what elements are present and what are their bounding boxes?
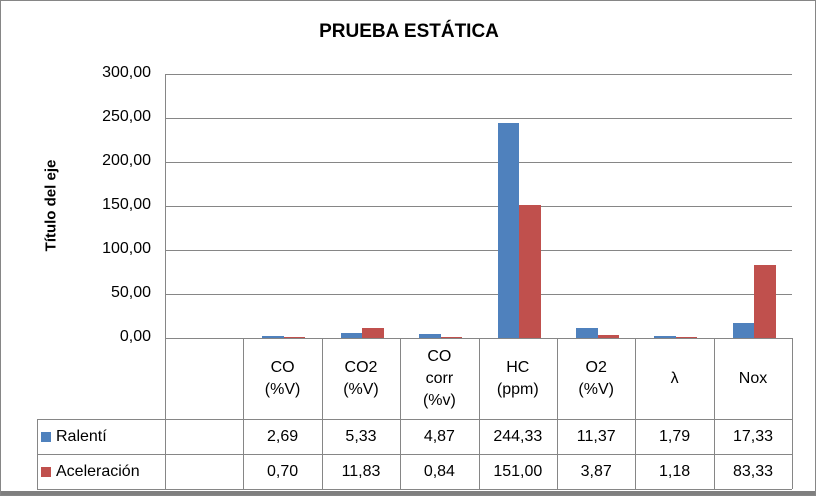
data-value: 5,33 — [345, 427, 377, 445]
chart-title: PRUEBA ESTÁTICA — [319, 21, 499, 42]
legend-entry: Aceleración — [41, 454, 140, 489]
data-value: 83,33 — [732, 462, 774, 480]
data-value: 4,87 — [423, 427, 455, 445]
y-tick-label: 100,00 — [102, 240, 151, 257]
gridline — [165, 162, 792, 163]
data-value: 0,70 — [267, 462, 299, 480]
bar-aceleracion — [283, 337, 306, 338]
bar-ralenti — [419, 333, 441, 338]
table-vline — [557, 338, 558, 489]
bar-aceleracion — [597, 334, 619, 338]
category-label — [165, 338, 243, 419]
data-value: 11,37 — [576, 427, 616, 445]
legend-swatch — [41, 431, 51, 442]
table-hline — [37, 454, 792, 455]
data-value: 244,33 — [493, 427, 543, 445]
y-axis-label: Título del eje — [42, 159, 60, 252]
bar-ralenti — [340, 333, 363, 338]
y-tick-label: 200,00 — [102, 152, 151, 169]
data-value: 1,18 — [659, 462, 691, 480]
series-name: Aceleración — [56, 462, 140, 480]
y-tick-label: 50,00 — [110, 284, 151, 301]
category-label: O2 (%V) — [578, 358, 614, 398]
data-value: 11,83 — [341, 462, 381, 480]
category-label: HC (ppm) — [496, 358, 539, 398]
y-axis-line — [165, 74, 166, 338]
bar-ralenti — [732, 322, 755, 338]
table-vline — [478, 338, 480, 489]
data-value: 0,84 — [423, 462, 455, 480]
bar-ralenti — [654, 336, 676, 338]
y-tick-label: 0,00 — [119, 328, 151, 345]
bar-ralenti — [497, 122, 520, 338]
bar-aceleracion — [362, 327, 384, 338]
bar-ralenti — [262, 335, 284, 338]
table-vline — [635, 338, 637, 489]
legend-swatch — [41, 466, 51, 477]
category-label: CO (%V) — [264, 358, 301, 398]
table-hline — [37, 489, 792, 490]
category-label: CO corr (%v) — [422, 347, 456, 409]
data-value: 151,00 — [493, 462, 543, 480]
bar-ralenti — [576, 327, 598, 338]
gridline — [165, 206, 792, 207]
data-value: 1,79 — [659, 427, 691, 445]
table-vline — [792, 338, 794, 489]
gridline — [165, 250, 792, 251]
category-label: CO2 (%V) — [343, 358, 379, 398]
y-tick-label: 300,00 — [102, 64, 151, 81]
bar-aceleracion — [675, 336, 698, 338]
table-vline — [713, 338, 715, 489]
bar-aceleracion — [519, 205, 541, 338]
table-vline — [400, 338, 402, 489]
data-value: 17,33 — [732, 427, 774, 445]
table-vline — [165, 338, 166, 489]
table-vline — [321, 338, 323, 489]
y-tick-label: 250,00 — [102, 108, 151, 125]
data-value: 3,87 — [580, 462, 612, 480]
gridline — [165, 74, 792, 75]
data-value: 2,69 — [267, 427, 299, 445]
gridline — [165, 118, 792, 119]
bar-aceleracion — [754, 264, 776, 338]
bar-aceleracion — [440, 337, 463, 338]
category-label: λ — [670, 369, 679, 387]
legend-entry: Ralentí — [41, 419, 107, 454]
frame-bottom — [1, 491, 815, 495]
series-name: Ralentí — [56, 427, 107, 445]
gridline — [165, 294, 792, 295]
table-vline — [243, 338, 245, 489]
y-tick-label: 150,00 — [102, 196, 151, 213]
table-hline — [165, 338, 792, 339]
table-hline — [37, 419, 792, 420]
table-vline — [37, 419, 38, 489]
category-label: Nox — [738, 369, 768, 387]
